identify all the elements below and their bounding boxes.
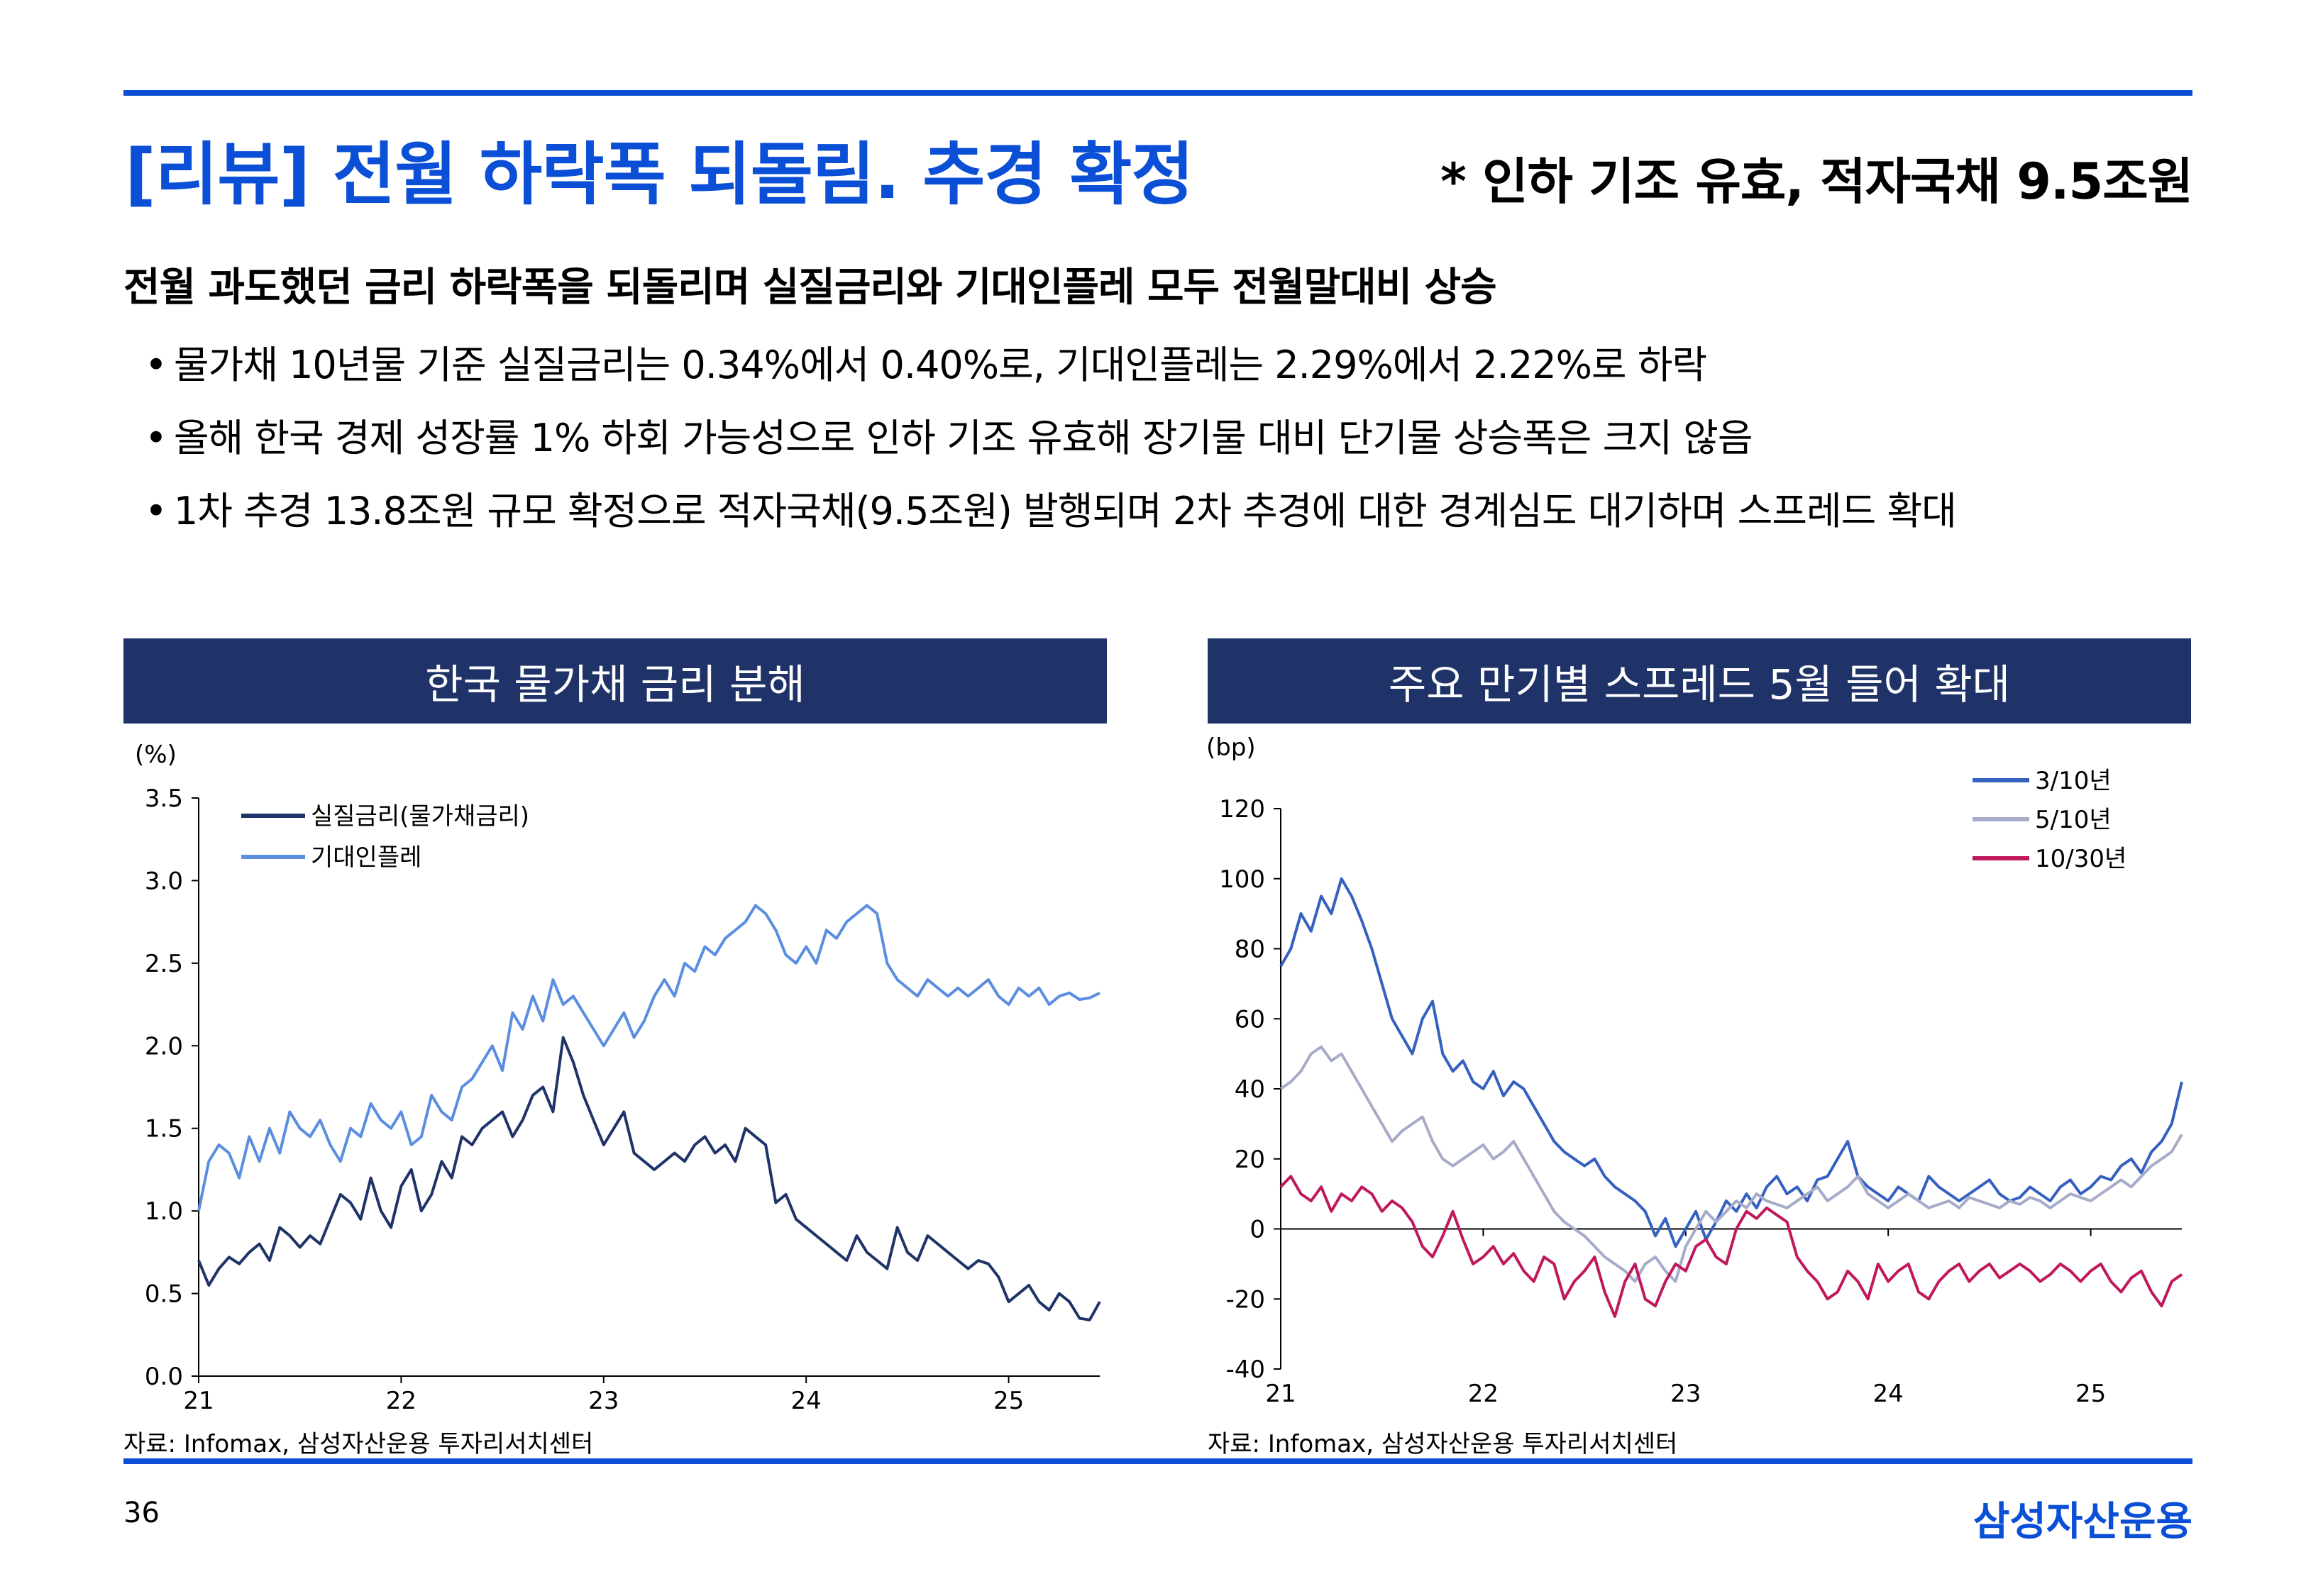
title-note: * 인하 기조 유효, 적자국채 9.5조원 (1440, 153, 2193, 211)
chart-right-source: 자료: Infomax, 삼성자산운용 투자리서치센터 (1208, 1430, 1678, 1458)
series-line (197, 904, 1100, 1212)
bullet-item: • 올해 한국 경제 성장률 1% 하회 가능성으로 인하 기조 유효해 장기물 … (145, 406, 1753, 462)
x-tick-label: 22 (1468, 1380, 1499, 1408)
x-tick-label: 23 (1670, 1380, 1701, 1408)
y-tick-label: 0.5 (145, 1280, 183, 1309)
bullet-text: 1차 추경 13.8조원 규모 확정으로 적자국채(9.5조원) 발행되며 2차… (173, 489, 1957, 533)
y-tick-label: 0 (1249, 1216, 1265, 1244)
y-tick-label: 120 (1219, 795, 1265, 824)
y-tick-label: 1.5 (145, 1115, 183, 1143)
y-tick-label: 2.0 (145, 1032, 183, 1060)
x-tick-label: 24 (791, 1387, 822, 1415)
summary-headline: 전월 과도했던 금리 하락폭을 되돌리며 실질금리와 기대인플레 모두 전월말대… (123, 265, 1497, 311)
bullet-marker: • (145, 343, 167, 387)
y-tick-label: 40 (1235, 1075, 1265, 1104)
bullet-marker: • (145, 416, 167, 460)
chart-left-source: 자료: Infomax, 삼성자산운용 투자리서치센터 (123, 1430, 594, 1458)
bullet-item: • 물가채 10년물 기준 실질금리는 0.34%에서 0.40%로, 기대인플레… (145, 333, 1707, 389)
series-line (1279, 1175, 2183, 1318)
y-tick-label: -40 (1225, 1356, 1265, 1384)
real-rate-decomposition-chart: (%) 0.0 0.5 1.0 1.5 2.0 2.5 3.0 3.5 21 22 23 24 25 실질금… (135, 741, 1101, 1415)
y-tick-label: 3.5 (145, 785, 183, 813)
legend-label: 실질금리(물가채금리) (311, 802, 529, 831)
x-tick-label: 25 (993, 1387, 1024, 1415)
x-tick-label: 22 (386, 1387, 416, 1415)
page-number: 36 (123, 1497, 160, 1529)
x-tick-label: 24 (1873, 1380, 1904, 1408)
y-tick-label: 1.0 (145, 1197, 183, 1226)
y-tick-label: 80 (1235, 936, 1265, 964)
page-title: [리뷰] 전월 하락폭 되돌림. 추경 확정 (125, 135, 1194, 214)
bottom-rule (123, 1458, 2192, 1464)
brand-logo: 삼성자산운용 (1973, 1499, 2192, 1545)
chart-left-title: 한국 물가채 금리 분해 (123, 638, 1107, 724)
y-tick-label: 20 (1235, 1146, 1265, 1174)
y-unit-label: (%) (135, 741, 177, 769)
chart-right-title: 주요 만기별 스프레드 5월 들어 확대 (1208, 638, 2191, 724)
y-tick-label: 60 (1235, 1005, 1265, 1033)
y-tick-label: 3.0 (145, 867, 183, 895)
series-line (1279, 877, 2183, 1248)
y-tick-label: 100 (1219, 865, 1265, 894)
x-tick-label: 23 (588, 1387, 619, 1415)
y-tick-label: 2.5 (145, 950, 183, 978)
bullet-marker: • (145, 489, 167, 533)
x-tick-label: 21 (1265, 1380, 1296, 1408)
bullet-text: 물가채 10년물 기준 실질금리는 0.34%에서 0.40%로, 기대인플레는… (173, 343, 1707, 387)
y-tick-label: -20 (1225, 1285, 1265, 1314)
legend-label: 10/30년 (2035, 845, 2126, 873)
legend-label: 기대인플레 (311, 843, 421, 872)
legend-label: 5/10년 (2035, 806, 2112, 834)
series-line (197, 1036, 1101, 1321)
legend-label: 3/10년 (2035, 767, 2112, 795)
series-line (1279, 1045, 2183, 1283)
y-tick-label: 0.0 (145, 1363, 183, 1391)
y-unit-label: (bp) (1206, 733, 1256, 762)
x-tick-label: 25 (2075, 1380, 2106, 1408)
maturity-spread-chart: (bp) -40 -20 0 20 40 60 80 100 120 21 22 23 24 25 3/10년… (1206, 733, 2183, 1408)
bullet-text: 올해 한국 경제 성장률 1% 하회 가능성으로 인하 기조 유효해 장기물 대… (173, 416, 1753, 460)
bullet-item: • 1차 추경 13.8조원 규모 확정으로 적자국채(9.5조원) 발행되며 2… (145, 480, 1957, 536)
top-rule (123, 90, 2192, 96)
x-tick-label: 21 (183, 1387, 214, 1415)
